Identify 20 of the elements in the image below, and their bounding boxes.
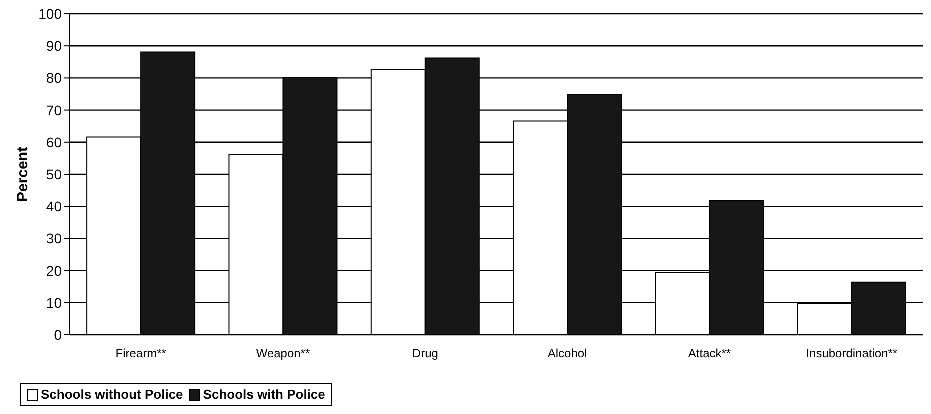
y-tick-label: 80 [46, 70, 62, 86]
y-tick-label: 10 [46, 294, 62, 311]
x-tick-label: Attack** [688, 346, 732, 361]
y-tick-label: 40 [46, 198, 62, 215]
x-tick-label: Drug [412, 346, 438, 361]
y-tick-label: 90 [46, 38, 62, 54]
y-tick-label: 0 [54, 326, 62, 343]
legend-label: Schools with Police [202, 387, 326, 402]
y-tick-label: 20 [46, 262, 62, 279]
y-tick-label: 30 [46, 230, 62, 247]
x-tick-label: Alcohol [548, 346, 588, 361]
y-tick-label: 60 [46, 134, 62, 150]
y-tick-label: 100 [38, 6, 62, 22]
legend-label: Schools without Police [40, 387, 184, 402]
x-tick-label: Weapon** [256, 346, 310, 361]
x-tick-label: Insubordination** [806, 346, 898, 361]
y-axis-title: Percent [14, 146, 32, 202]
x-tick-label: Firearm** [116, 346, 167, 361]
y-tick-label: 50 [46, 166, 62, 182]
y-tick-label: 70 [46, 102, 62, 118]
